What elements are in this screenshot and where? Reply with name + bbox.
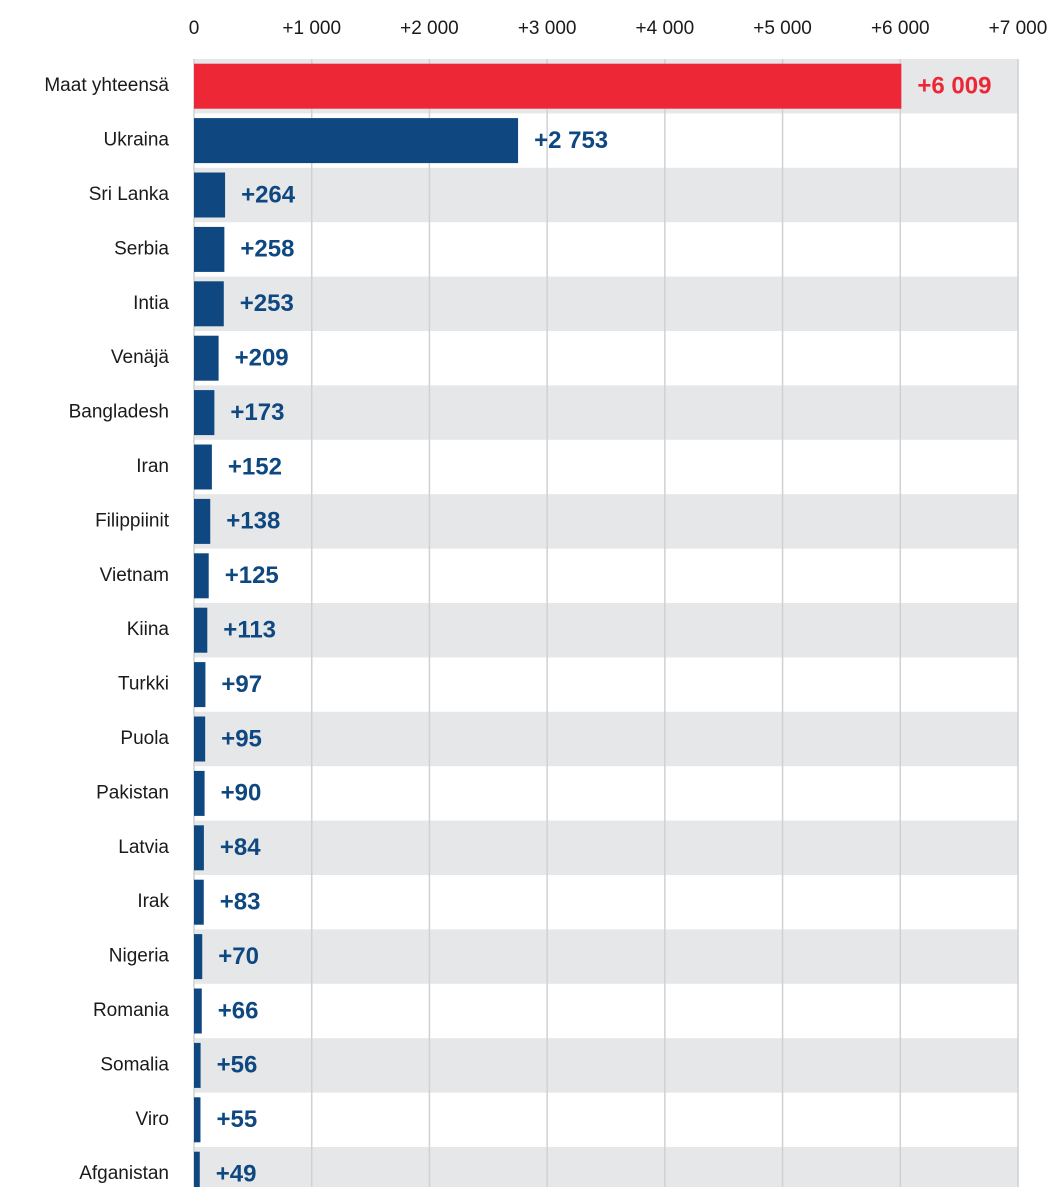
value-label: +2 753 xyxy=(534,127,608,154)
bar xyxy=(194,226,225,272)
x-tick-label: +5 000 xyxy=(753,18,812,39)
value-label: +125 xyxy=(225,562,279,589)
bar xyxy=(194,662,206,708)
category-label: Serbia xyxy=(114,238,169,259)
row-band xyxy=(194,167,1018,223)
category-label: Irak xyxy=(137,891,169,912)
bar xyxy=(194,988,202,1034)
row-band xyxy=(194,820,1018,875)
row-band xyxy=(194,711,1018,767)
value-labels: +6 009 +2 753 +264 +258 +253 +209 +173 +152 +138… xyxy=(216,73,992,1188)
category-label: Kiina xyxy=(127,619,170,640)
bar xyxy=(194,607,208,653)
bar xyxy=(194,1151,200,1192)
row-bands xyxy=(194,59,1018,1192)
row-band xyxy=(194,1038,1018,1093)
row-band xyxy=(194,276,1018,331)
bar xyxy=(194,934,203,980)
row-band xyxy=(194,603,1018,658)
x-axis-ticks: 0 +1 000 +2 000 +3 000 +4 000 +5 000 +6 000 +7 … xyxy=(189,18,1048,39)
bar xyxy=(194,444,212,490)
x-tick-label: 0 xyxy=(189,18,200,39)
bar xyxy=(194,335,219,381)
category-label: Afganistan xyxy=(79,1163,169,1184)
x-tick-label: +4 000 xyxy=(636,18,695,39)
category-label: Maat yhteensä xyxy=(44,75,169,96)
value-label: +95 xyxy=(221,725,262,752)
bar-total xyxy=(194,63,902,109)
value-label: +113 xyxy=(223,617,276,644)
value-label: +49 xyxy=(216,1161,257,1187)
bar xyxy=(194,1097,201,1143)
x-tick-label: +7 000 xyxy=(989,18,1048,39)
category-label: Bangladesh xyxy=(69,402,169,423)
category-label: Iran xyxy=(136,456,169,477)
category-label: Venäjä xyxy=(111,347,170,368)
bar xyxy=(194,118,519,164)
value-label: +253 xyxy=(240,290,294,317)
value-label: +209 xyxy=(235,345,289,372)
category-label: Romania xyxy=(93,1000,169,1021)
value-label: +264 xyxy=(241,181,296,208)
bars xyxy=(194,63,902,1192)
category-label: Viro xyxy=(136,1109,169,1130)
value-label: +258 xyxy=(240,236,294,263)
category-label: Somalia xyxy=(100,1054,169,1075)
category-label: Turkki xyxy=(118,674,169,695)
bar xyxy=(194,390,215,436)
category-label: Sri Lanka xyxy=(89,184,170,205)
bar xyxy=(194,825,204,871)
row-band xyxy=(194,494,1018,549)
category-labels: Maat yhteensä Ukraina Sri Lanka Serbia Intia… xyxy=(44,75,169,1184)
value-label: +90 xyxy=(221,780,262,807)
bar xyxy=(194,1042,201,1088)
bar xyxy=(194,172,226,218)
value-label: +97 xyxy=(221,671,262,698)
x-tick-label: +6 000 xyxy=(871,18,930,39)
category-label: Latvia xyxy=(118,837,169,858)
category-label: Nigeria xyxy=(109,946,170,967)
row-band xyxy=(194,929,1018,984)
bar xyxy=(194,716,206,762)
row-band xyxy=(194,1147,1018,1192)
value-label: +84 xyxy=(220,834,261,861)
value-label: +138 xyxy=(226,508,280,535)
value-label: +173 xyxy=(230,399,284,426)
value-label: +152 xyxy=(228,453,282,480)
value-label: +83 xyxy=(220,889,261,916)
bar xyxy=(194,498,211,544)
value-label: +55 xyxy=(216,1106,257,1133)
bar xyxy=(194,553,209,599)
bar xyxy=(194,770,205,816)
value-label: +70 xyxy=(218,943,259,970)
value-label-total: +6 009 xyxy=(917,73,991,100)
category-label: Pakistan xyxy=(96,782,169,803)
row-band xyxy=(194,385,1018,440)
category-label: Intia xyxy=(133,293,169,314)
x-tick-label: +3 000 xyxy=(518,18,577,39)
category-label: Puola xyxy=(120,728,169,749)
bar xyxy=(194,879,204,925)
value-label: +66 xyxy=(218,997,259,1024)
x-tick-label: +1 000 xyxy=(282,18,341,39)
category-label: Vietnam xyxy=(100,565,169,586)
value-label: +56 xyxy=(217,1052,258,1079)
category-label: Filippiinit xyxy=(95,510,170,531)
x-tick-label: +2 000 xyxy=(400,18,459,39)
bar xyxy=(194,281,224,327)
category-label: Ukraina xyxy=(104,130,170,151)
